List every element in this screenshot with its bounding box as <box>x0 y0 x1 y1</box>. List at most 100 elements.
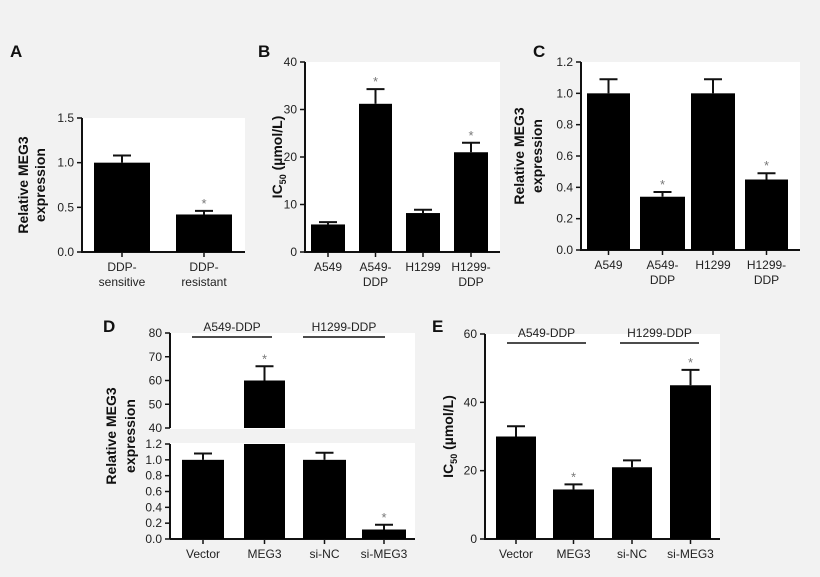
y-tick-label: 70 <box>149 350 163 364</box>
x-tick-label: si-MEG3 <box>667 547 714 561</box>
y-tick-label: 0.8 <box>145 469 162 483</box>
x-tick-label: H1299- <box>451 260 490 274</box>
ylabel-line: Relative MEG3 <box>511 107 527 204</box>
significance-star: * <box>571 469 576 484</box>
panel-c: C 0.0 0.2 0.4 0.6 0.8 1.0 1.2 Relative MEG3 expre… <box>511 42 800 287</box>
bar <box>362 529 406 539</box>
significance-star: * <box>660 177 665 192</box>
ylabel-line: Relative MEG3 <box>103 387 119 484</box>
ylabel-line: Relative MEG3 <box>15 136 31 233</box>
y-tick-label: 1.2 <box>145 437 162 451</box>
bar <box>587 93 630 250</box>
x-tick-label: sensitive <box>99 275 146 289</box>
bar <box>640 196 685 250</box>
significance-star: * <box>381 510 386 525</box>
y-tick-label: 0 <box>470 532 477 546</box>
x-tick-label: A549 <box>314 260 342 274</box>
y-axis-label: IC50 (µmol/L) <box>269 116 288 199</box>
x-tick-label: Vector <box>186 547 220 561</box>
y-tick-label: 0.0 <box>145 532 162 546</box>
y-tick-label: 0.4 <box>145 500 162 514</box>
y-tick-label: 1.0 <box>556 86 573 100</box>
group-label: A549-DDP <box>518 326 575 340</box>
y-tick-label: 0.2 <box>556 212 573 226</box>
x-tick-label: si-MEG3 <box>361 547 408 561</box>
bar <box>553 489 594 539</box>
bar <box>454 152 488 252</box>
y-tick-label: 1.2 <box>556 55 573 69</box>
y-tick-label: 0.0 <box>57 245 74 259</box>
x-tick-label: MEG3 <box>556 547 590 561</box>
x-tick-label: DDP <box>363 275 388 289</box>
bar <box>303 459 346 539</box>
ylabel-subscript: 50 <box>449 454 459 464</box>
ylabel-unit: (µmol/L) <box>440 395 456 454</box>
ylabel-ic: IC <box>269 184 285 198</box>
y-tick-label: 10 <box>284 198 298 212</box>
x-tick-label: A549- <box>359 260 391 274</box>
panel-label: D <box>103 317 115 336</box>
panel-a: A 0.0 0.5 1.0 1.5 Relative MEG3expression DDP-… <box>10 42 245 289</box>
significance-star: * <box>262 351 267 366</box>
panel-label: C <box>533 42 545 61</box>
x-tick-label: A549- <box>646 258 678 272</box>
panel-label: B <box>258 42 270 61</box>
x-tick-label: si-NC <box>617 547 647 561</box>
x-tick-label: H1299- <box>747 258 786 272</box>
y-tick-label: 20 <box>464 464 478 478</box>
y-tick-label: 1.5 <box>57 111 74 125</box>
panel-e: E 0 20 40 60 IC50 (µmol/L) Vector * MEG3 si-NC * si… <box>432 317 720 561</box>
ylabel-ic: IC <box>440 464 456 478</box>
y-tick-label: 0.8 <box>556 118 573 132</box>
x-tick-label: H1299 <box>405 260 441 274</box>
y-axis-label: IC50 (µmol/L) <box>440 395 459 478</box>
x-tick-label: DDP- <box>107 260 136 274</box>
x-tick-label: A549 <box>594 258 622 272</box>
y-tick-label: 40 <box>464 395 478 409</box>
y-tick-label: 1.0 <box>145 453 162 467</box>
ylabel-line: expression <box>529 119 545 193</box>
x-tick-label: resistant <box>181 275 227 289</box>
ylabel-line: expression <box>122 399 138 473</box>
y-tick-label: 30 <box>284 103 298 117</box>
y-tick-label: 0.4 <box>556 180 573 194</box>
y-tick-label: 0.5 <box>57 200 74 214</box>
group-label: H1299-DDP <box>312 320 377 334</box>
bar <box>359 103 392 252</box>
y-tick-label: 80 <box>149 326 163 340</box>
x-tick-label: DDP <box>458 275 483 289</box>
y-axis-label: Relative MEG3expression <box>15 136 48 233</box>
significance-star: * <box>373 74 378 89</box>
bar <box>406 213 440 252</box>
y-tick-label: 0.0 <box>556 243 573 257</box>
bar <box>244 380 285 428</box>
x-tick-label: Vector <box>499 547 533 561</box>
ylabel-unit: (µmol/L) <box>269 116 285 175</box>
significance-star: * <box>688 355 693 370</box>
bar <box>496 436 536 539</box>
ylabel-subscript: 50 <box>278 174 288 184</box>
group-label: A549-DDP <box>203 320 260 334</box>
bar <box>311 224 345 252</box>
bar <box>182 459 224 539</box>
y-tick-label: 40 <box>284 55 298 69</box>
bar <box>176 214 232 252</box>
panel-d: D 0.0 0.2 0.40.6 0.8 1.0 1.2 40 50 60 70 80 Relative… <box>103 317 415 561</box>
y-tick-label: 60 <box>464 327 478 341</box>
bar-lower <box>244 444 285 539</box>
y-tick-label: 40 <box>149 421 163 435</box>
y-tick-label: 60 <box>149 374 163 388</box>
y-tick-label: 20 <box>284 150 298 164</box>
bar <box>670 385 711 539</box>
bar <box>94 162 150 252</box>
panel-label: A <box>10 42 22 61</box>
y-tick-label: 1.0 <box>57 156 74 170</box>
x-tick-label: H1299 <box>695 258 731 272</box>
bar <box>745 179 788 250</box>
group-label: H1299-DDP <box>627 326 692 340</box>
x-tick-label: DDP <box>650 273 675 287</box>
significance-star: * <box>764 158 769 173</box>
y-tick-label: 0 <box>290 245 297 259</box>
